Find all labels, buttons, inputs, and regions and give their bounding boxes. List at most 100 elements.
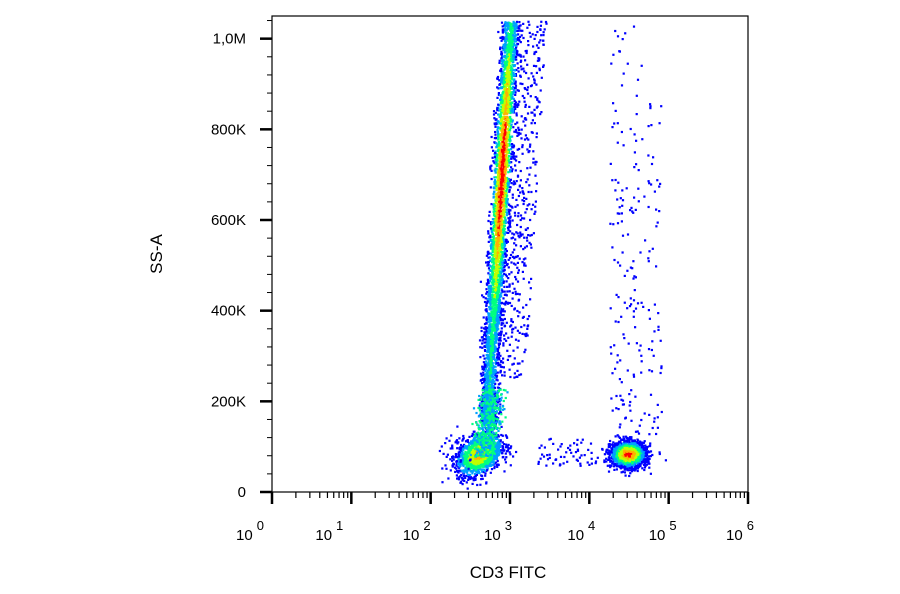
event-dot bbox=[511, 251, 514, 254]
event-dot bbox=[528, 241, 531, 244]
event-dot bbox=[508, 151, 511, 154]
event-dot bbox=[507, 159, 510, 162]
event-dot bbox=[500, 214, 503, 217]
event-dot bbox=[483, 378, 486, 381]
event-dot bbox=[499, 275, 502, 278]
event-dot bbox=[518, 362, 521, 365]
event-dot bbox=[497, 318, 500, 322]
event-dot bbox=[502, 224, 506, 227]
event-dot bbox=[502, 63, 505, 67]
event-dot bbox=[530, 72, 533, 75]
event-dot bbox=[505, 153, 508, 157]
event-dot bbox=[502, 48, 505, 52]
event-dot bbox=[493, 395, 496, 398]
event-dot bbox=[508, 189, 511, 192]
event-dot bbox=[503, 94, 507, 97]
event-dot bbox=[496, 215, 499, 218]
event-dot bbox=[501, 243, 504, 246]
event-dot bbox=[498, 219, 501, 222]
event-dot bbox=[493, 320, 496, 323]
event-dot bbox=[495, 262, 498, 265]
event-dot bbox=[499, 354, 502, 357]
event-dot bbox=[500, 198, 503, 201]
event-dot bbox=[482, 471, 485, 474]
event-dot bbox=[481, 409, 484, 413]
event-dot bbox=[490, 240, 494, 243]
event-dot bbox=[514, 275, 517, 279]
event-dot bbox=[497, 353, 500, 356]
event-dot bbox=[487, 312, 490, 315]
event-dot bbox=[506, 144, 509, 147]
event-dot bbox=[501, 132, 504, 135]
event-dot bbox=[492, 284, 495, 287]
event-dot bbox=[489, 296, 492, 299]
event-dot bbox=[481, 382, 484, 385]
event-dot bbox=[503, 240, 506, 244]
event-dot bbox=[497, 333, 500, 336]
event-dot bbox=[501, 35, 504, 39]
event-dot bbox=[495, 246, 498, 249]
event-dot bbox=[494, 133, 497, 136]
event-dot bbox=[487, 328, 490, 331]
event-dot bbox=[529, 298, 532, 301]
event-dot bbox=[532, 232, 535, 235]
event-dot bbox=[524, 50, 527, 53]
event-dot bbox=[481, 365, 484, 368]
event-dot bbox=[510, 304, 513, 307]
event-dot bbox=[514, 46, 518, 49]
event-dot bbox=[506, 358, 509, 361]
event-dot bbox=[503, 325, 506, 328]
event-dot bbox=[516, 105, 519, 108]
event-dot bbox=[504, 184, 507, 187]
event-dot bbox=[500, 169, 503, 172]
event-dot bbox=[503, 190, 506, 193]
event-dot bbox=[500, 201, 503, 204]
event-dot bbox=[504, 23, 507, 26]
event-dot bbox=[540, 76, 543, 79]
event-dot bbox=[508, 283, 511, 286]
event-dot bbox=[483, 404, 486, 408]
event-dot bbox=[496, 130, 500, 133]
event-dot bbox=[504, 125, 507, 128]
event-dot bbox=[520, 34, 523, 37]
event-dot bbox=[497, 222, 500, 225]
event-dot bbox=[501, 76, 504, 79]
event-dot bbox=[493, 289, 497, 292]
event-dot bbox=[496, 242, 499, 245]
event-dot bbox=[494, 331, 497, 334]
event-dot bbox=[487, 338, 490, 341]
event-dot bbox=[513, 31, 516, 34]
event-dot bbox=[487, 267, 491, 270]
event-dot bbox=[526, 227, 529, 230]
event-dot bbox=[503, 37, 506, 40]
event-dot bbox=[514, 93, 517, 96]
event-dot bbox=[505, 64, 508, 67]
event-dot bbox=[502, 129, 505, 132]
event-dot bbox=[506, 116, 509, 119]
event-dot bbox=[535, 44, 539, 47]
event-dot bbox=[505, 178, 508, 181]
event-dot bbox=[512, 33, 515, 37]
event-dot bbox=[542, 64, 545, 67]
event-dot bbox=[506, 194, 509, 197]
event-dot bbox=[519, 231, 522, 234]
event-dot bbox=[502, 263, 505, 266]
event-dot bbox=[524, 333, 527, 336]
event-dot bbox=[494, 266, 497, 269]
event-dot bbox=[514, 164, 517, 167]
event-dot bbox=[495, 283, 498, 287]
event-dot bbox=[511, 320, 514, 324]
event-dot bbox=[517, 299, 520, 302]
event-dot bbox=[483, 379, 486, 382]
event-dot bbox=[492, 241, 495, 244]
event-dot bbox=[505, 321, 508, 324]
event-dot bbox=[490, 164, 493, 167]
event-dot bbox=[512, 126, 515, 129]
event-dot bbox=[501, 128, 504, 131]
event-dot bbox=[487, 282, 490, 285]
event-dot bbox=[507, 336, 510, 339]
event-dot bbox=[509, 43, 512, 46]
event-dot bbox=[495, 263, 498, 266]
event-dot bbox=[497, 265, 501, 268]
event-dot bbox=[513, 26, 516, 29]
